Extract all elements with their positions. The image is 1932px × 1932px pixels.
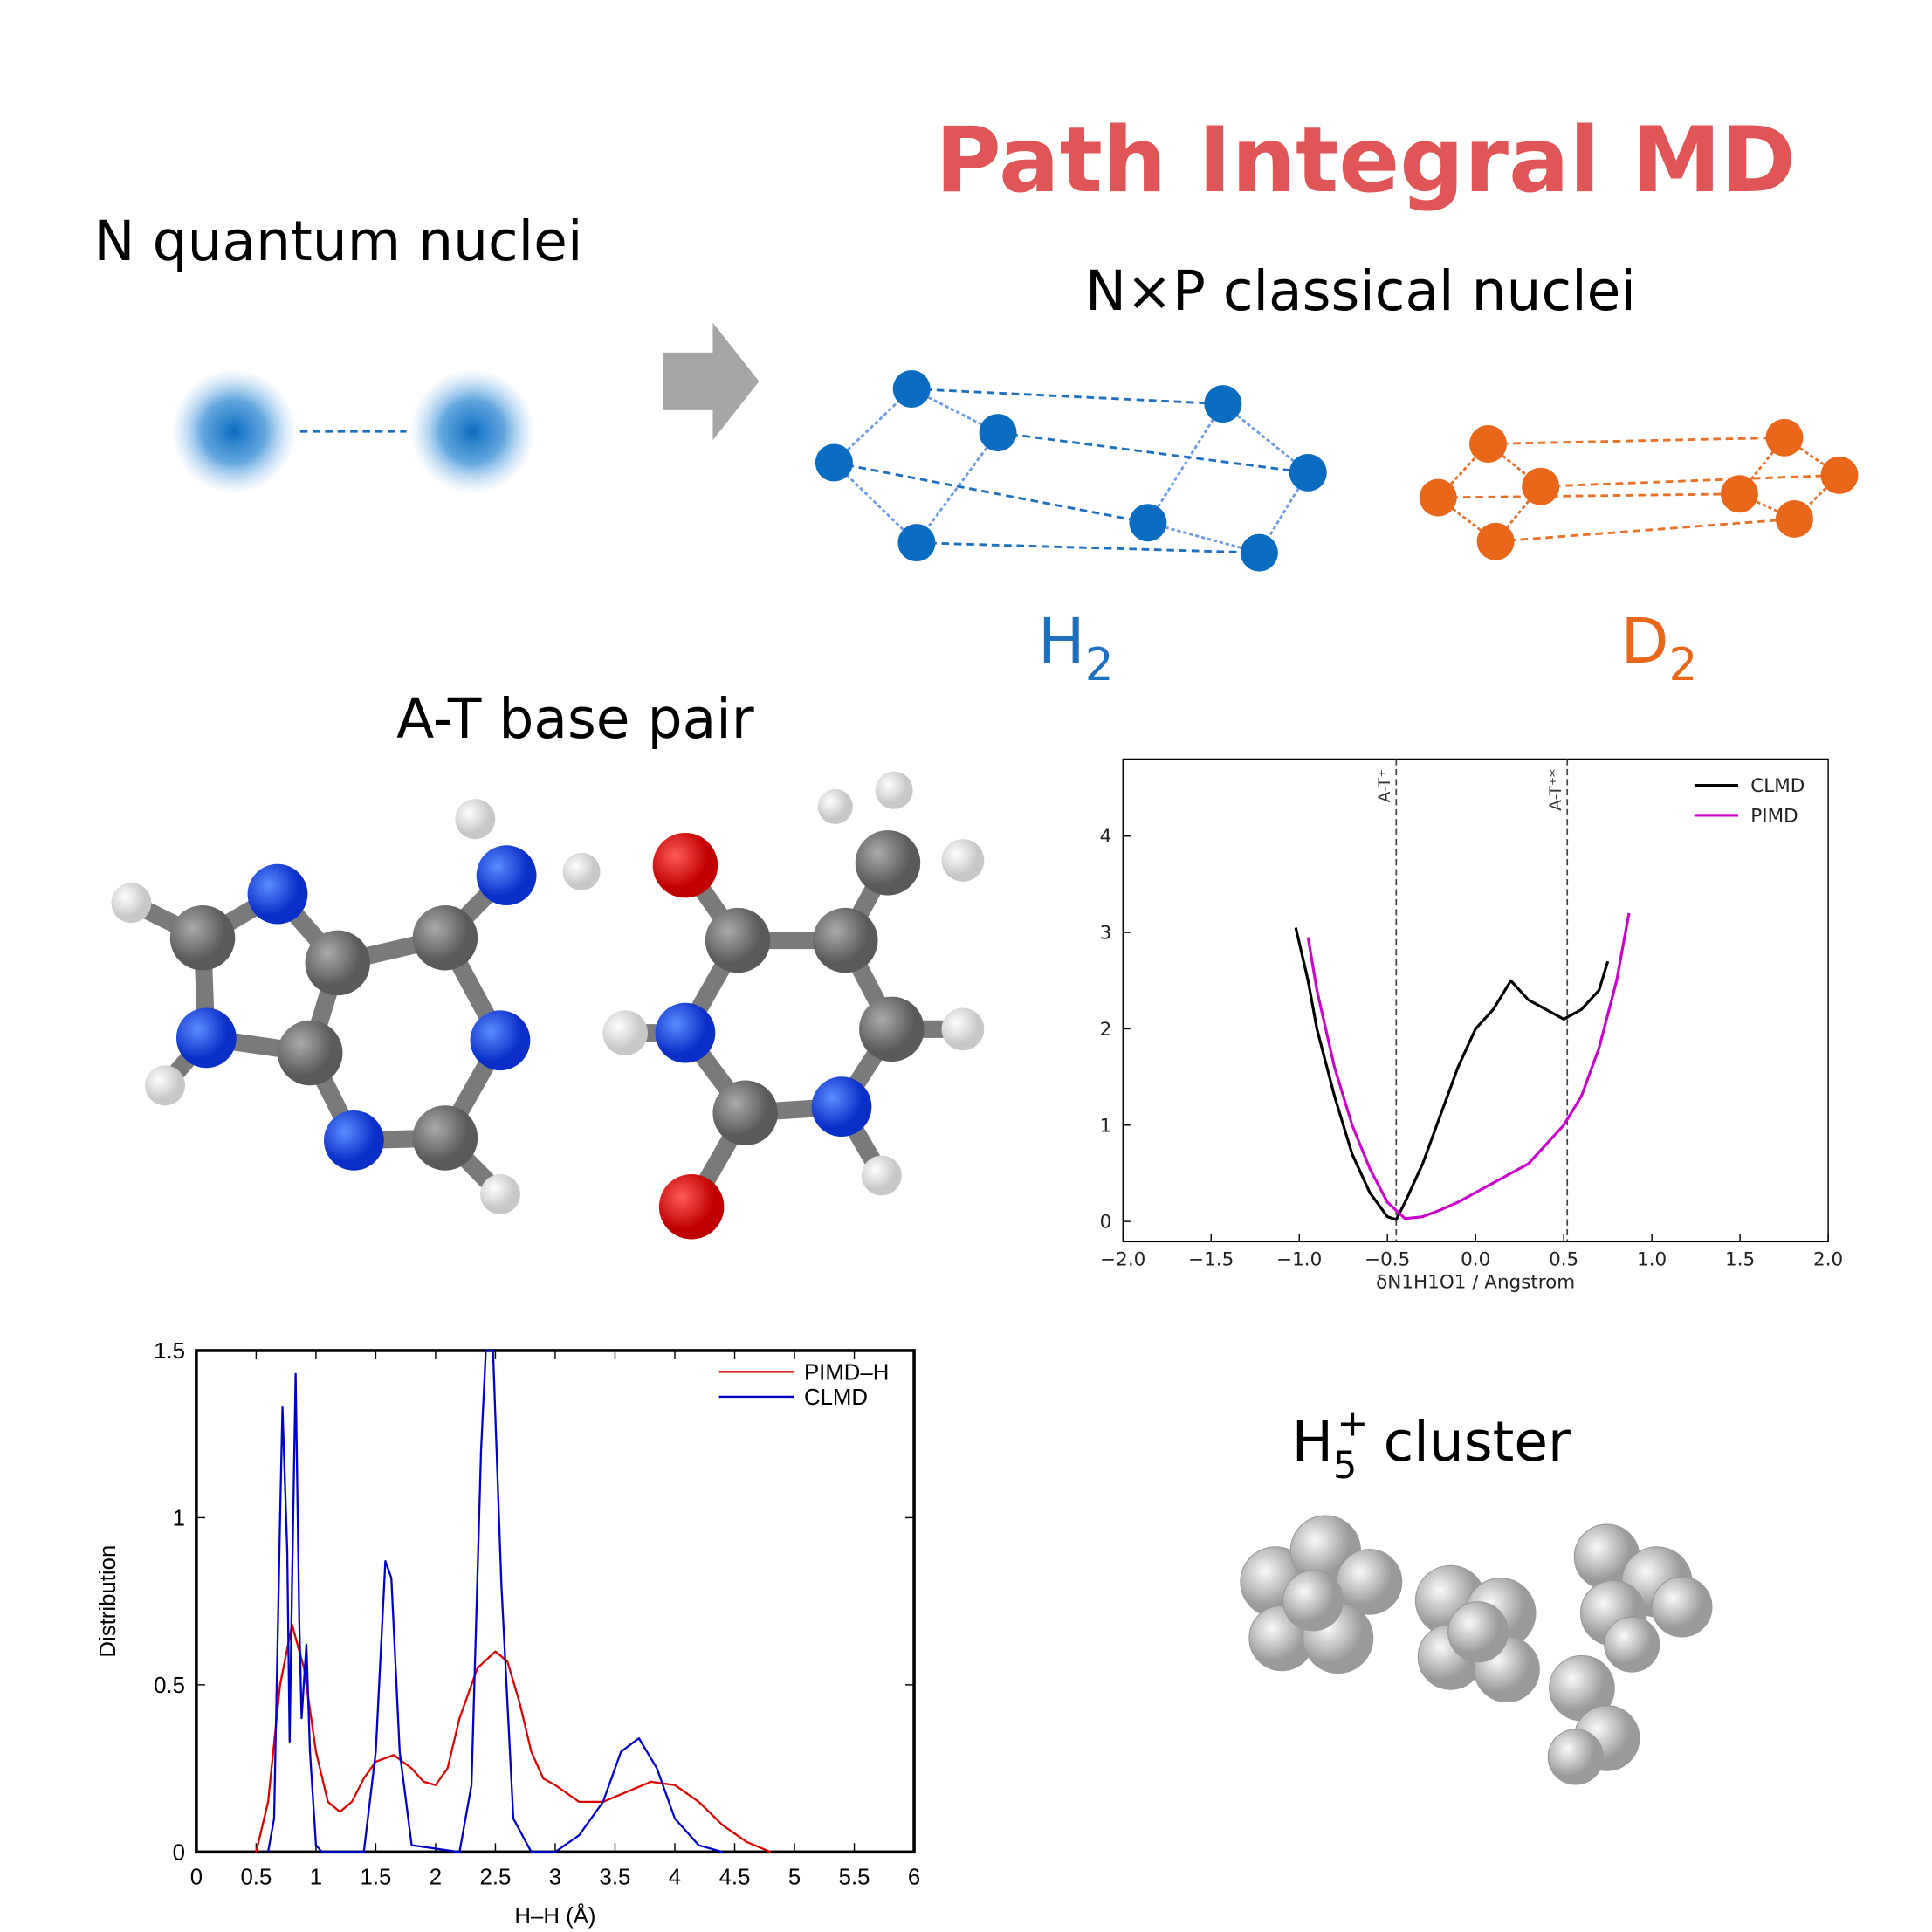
subscript: 2 bbox=[1085, 639, 1114, 691]
x-tick-label: 1.5 bbox=[361, 1866, 392, 1890]
x-tick-label: 0 bbox=[190, 1866, 203, 1890]
atoms bbox=[111, 771, 985, 1240]
data-line bbox=[266, 1349, 724, 1853]
x-tick-label: −2.0 bbox=[1100, 1249, 1145, 1271]
legend-label: PIMD–H bbox=[804, 1360, 889, 1385]
x-tick-label: −0.5 bbox=[1365, 1249, 1410, 1271]
d2-beads bbox=[1419, 418, 1859, 560]
x-tick-label: 3 bbox=[549, 1866, 561, 1890]
legend-label: CLMD bbox=[1750, 775, 1805, 797]
y-tick-label: 0 bbox=[173, 1840, 185, 1865]
x-tick-label: 0.5 bbox=[240, 1866, 272, 1890]
element: D bbox=[1620, 605, 1668, 677]
x-tick-label: 1.5 bbox=[1725, 1249, 1755, 1271]
x-tick-label: 2 bbox=[430, 1866, 442, 1890]
rest: cluster bbox=[1384, 1410, 1571, 1474]
x-axis-label: H–H (Å) bbox=[514, 1902, 595, 1929]
x-tick-label: 2.5 bbox=[480, 1866, 512, 1890]
x-tick-label: 1.0 bbox=[1637, 1249, 1667, 1271]
plot-frame bbox=[195, 1349, 916, 1854]
y-tick-label: 3 bbox=[1100, 923, 1112, 945]
x-tick-label: 0.0 bbox=[1461, 1249, 1490, 1271]
x-tick-label: 4.5 bbox=[719, 1866, 751, 1890]
quantum-label: N quantum nuclei bbox=[93, 210, 582, 273]
h2-label: H2 bbox=[1038, 605, 1114, 691]
x-tick-label: 2.0 bbox=[1813, 1249, 1843, 1271]
cluster-label: H5+ cluster bbox=[1292, 1401, 1571, 1488]
y-tick-label: 4 bbox=[1100, 826, 1112, 848]
x-tick-label: 4 bbox=[669, 1866, 681, 1890]
x-tick-label: 5.5 bbox=[839, 1866, 870, 1890]
superscript: + bbox=[1337, 1401, 1368, 1445]
bonds bbox=[834, 388, 1309, 554]
y-tick-label: 0.5 bbox=[154, 1674, 185, 1698]
legend-label: PIMD bbox=[1750, 805, 1798, 827]
title: Path Integral MD bbox=[935, 108, 1796, 213]
x-tick-label: −1.0 bbox=[1276, 1249, 1322, 1271]
y-axis-label: Distribution bbox=[96, 1545, 120, 1658]
arrow bbox=[663, 322, 760, 441]
subscript: 2 bbox=[1668, 639, 1697, 691]
x-tick-label: −1.5 bbox=[1188, 1249, 1234, 1271]
nucleus-blob bbox=[409, 368, 536, 494]
x-tick-label: 5 bbox=[788, 1866, 801, 1890]
legend-label: CLMD bbox=[804, 1385, 868, 1410]
y-tick-label: 0 bbox=[1100, 1212, 1112, 1234]
beads bbox=[815, 369, 1327, 572]
y-tick-label: 1.5 bbox=[154, 1339, 185, 1364]
nucleus-blob bbox=[171, 368, 297, 494]
base-pair-label: A-T base pair bbox=[396, 687, 754, 751]
y-tick-label: 1 bbox=[1100, 1115, 1112, 1137]
x-tick-label: 6 bbox=[908, 1866, 920, 1890]
x-axis-label: δN1H1O1 / Angstrom bbox=[1376, 1271, 1575, 1293]
reference-label: A-T⁺ bbox=[1376, 769, 1394, 803]
subscript: 5 bbox=[1333, 1444, 1357, 1488]
x-tick-label: 3.5 bbox=[600, 1866, 631, 1890]
classical-label: N×P classical nuclei bbox=[1085, 259, 1636, 323]
element: H bbox=[1292, 1410, 1333, 1474]
reference-label: A-T⁺* bbox=[1547, 769, 1565, 811]
data-line bbox=[1294, 927, 1610, 1221]
element: H bbox=[1038, 605, 1085, 677]
d2-label: D2 bbox=[1620, 605, 1697, 691]
y-tick-label: 2 bbox=[1100, 1019, 1112, 1041]
y-tick-label: 1 bbox=[173, 1506, 185, 1530]
x-tick-label: 0.5 bbox=[1549, 1249, 1578, 1271]
plot-frame bbox=[1122, 758, 1829, 1243]
data-line bbox=[1306, 912, 1631, 1220]
data-line bbox=[255, 1623, 772, 1853]
x-tick-label: 1 bbox=[310, 1866, 322, 1890]
cluster-spheres bbox=[1240, 1515, 1713, 1785]
